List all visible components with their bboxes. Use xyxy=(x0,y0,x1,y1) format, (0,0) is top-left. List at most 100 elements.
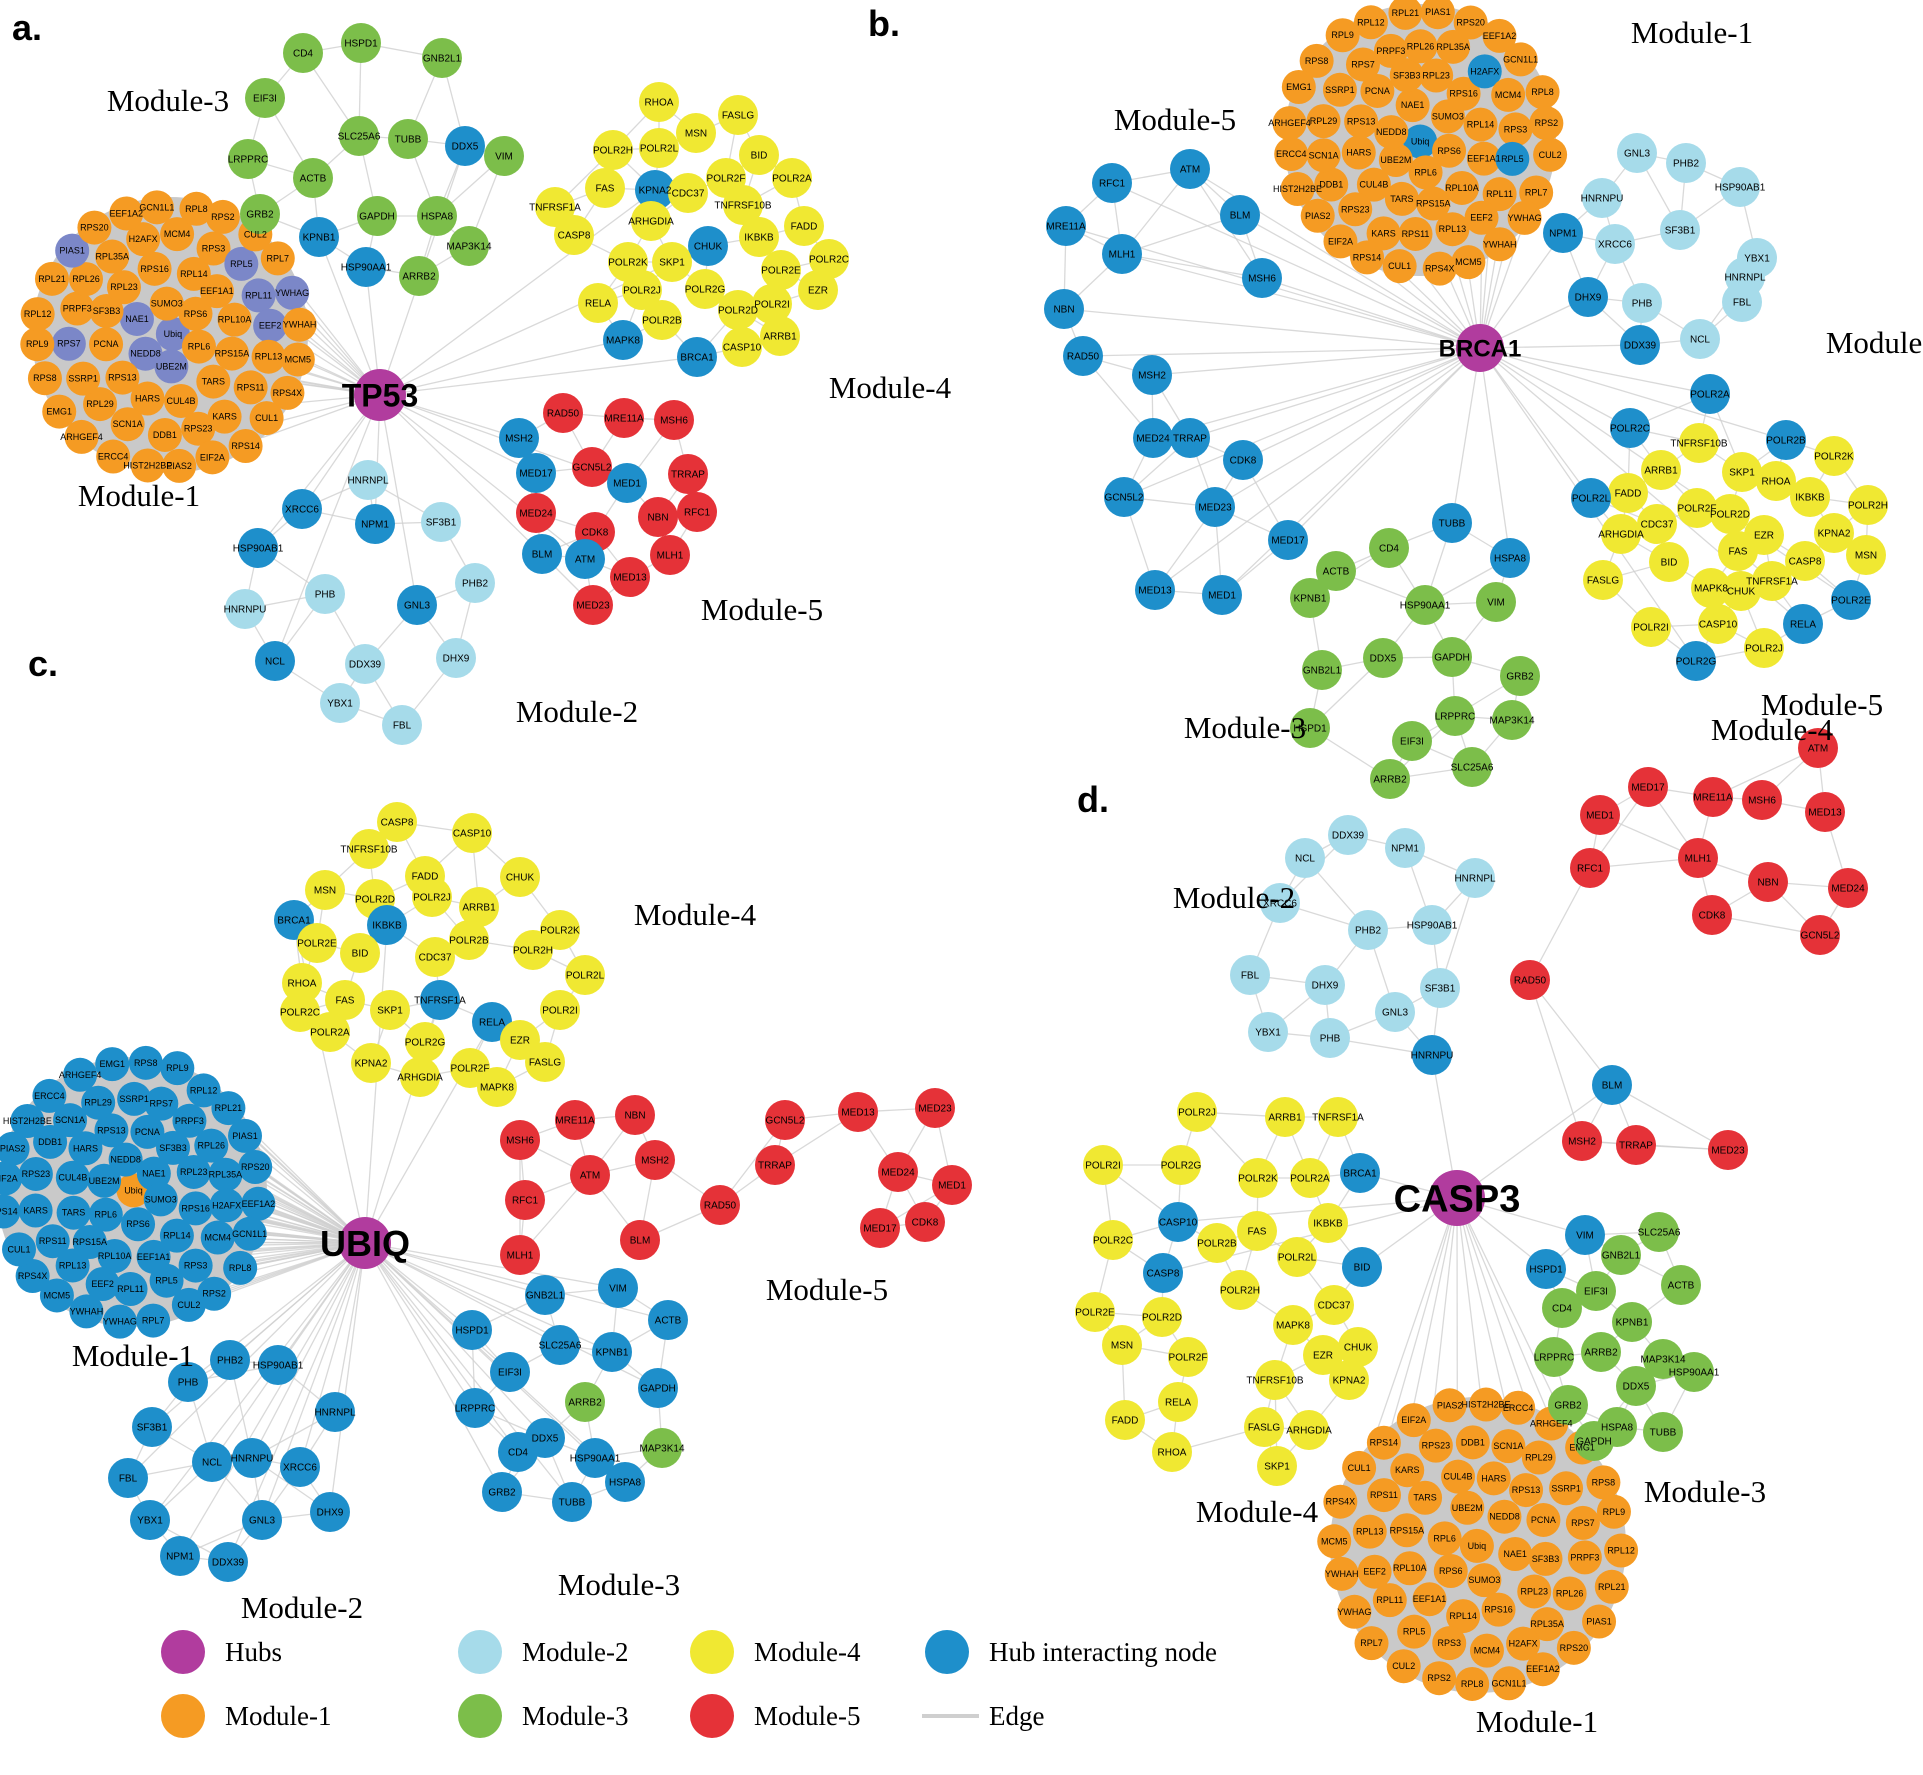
node-label-ACTB: ACTB xyxy=(300,174,327,185)
node-label-TNFRSF1A: TNFRSF1A xyxy=(529,203,581,214)
node-label-CHUK: CHUK xyxy=(506,873,535,884)
node-label-PHB2: PHB2 xyxy=(217,1356,244,1367)
node-POLR2E xyxy=(297,923,337,963)
node-EMG1 xyxy=(1281,69,1316,104)
node-CHUK xyxy=(500,857,540,897)
node-GNL3 xyxy=(1617,133,1657,173)
node-RPL23 xyxy=(1517,1574,1552,1609)
node-RPS2 xyxy=(205,199,240,234)
node-DDX39 xyxy=(208,1542,248,1582)
node-label-EIF2A: EIF2A xyxy=(1401,1415,1426,1425)
node-label-HNRNPL: HNRNPL xyxy=(347,476,389,487)
node-CDC37 xyxy=(1637,504,1677,544)
node-POLR2H xyxy=(1848,485,1888,525)
node-MED13 xyxy=(1135,570,1175,610)
node-label-POLR2B: POLR2B xyxy=(1766,436,1806,447)
node-MED17 xyxy=(1268,520,1308,560)
node-label-CD4: CD4 xyxy=(508,1448,528,1459)
node-RPL6 xyxy=(1408,155,1443,190)
module-label-b-Module-2: Module-2 xyxy=(1826,325,1923,360)
node-Ubiq xyxy=(1403,124,1438,159)
node-label-RPL9: RPL9 xyxy=(166,1063,189,1073)
node-label-Ubiq: Ubiq xyxy=(1411,137,1430,147)
node-CUL1 xyxy=(1382,249,1417,284)
node-SF3B1 xyxy=(132,1407,172,1447)
node-MED24 xyxy=(878,1152,918,1192)
node-label-NAE1: NAE1 xyxy=(1503,1549,1527,1559)
node-RPS8 xyxy=(1586,1465,1621,1500)
node-label-layer: CD4 HSPD1 GNB2L1 EIF3I SLC25A6 TUBB DDX5 VIM LRP… xyxy=(119,39,1888,1569)
node-CUL1 xyxy=(1342,1450,1377,1485)
node-MED24 xyxy=(516,493,556,533)
node-label-SF3B3: SF3B3 xyxy=(1393,70,1421,80)
node-HSPA8 xyxy=(1490,538,1530,578)
node-label-GAPDH: GAPDH xyxy=(640,1384,676,1395)
node-POLR2J xyxy=(1744,628,1784,668)
node-label-Ubiq: Ubiq xyxy=(164,329,183,339)
node-RPL26 xyxy=(1403,29,1438,64)
node-EIF2A xyxy=(1323,224,1358,259)
node-label-RPL23: RPL23 xyxy=(110,282,138,292)
node-label-SF3B1: SF3B1 xyxy=(1425,984,1456,995)
node-label-RPS3: RPS3 xyxy=(1504,124,1528,134)
module-label-a-Module-2: Module-2 xyxy=(516,694,638,729)
edge xyxy=(1456,1084,1613,1199)
legend-swatch-Module-3 xyxy=(458,1694,502,1738)
node-MCM4 xyxy=(200,1220,235,1255)
node-RPL35A xyxy=(1530,1607,1565,1642)
node-label-PHB: PHB xyxy=(178,1378,199,1389)
node-label-MRE11A: MRE11A xyxy=(1693,793,1733,804)
node-RPS8 xyxy=(1299,43,1334,78)
node-KARS xyxy=(207,399,242,434)
node-YWHAH xyxy=(1324,1556,1359,1591)
node-SLC25A6 xyxy=(1639,1212,1679,1252)
node-PHB2 xyxy=(455,563,495,603)
node-label-PIAS1: PIAS1 xyxy=(1425,7,1451,17)
node-label-FASLG: FASLG xyxy=(1587,576,1619,587)
node-label-MCM4: MCM4 xyxy=(1495,90,1522,100)
node-POLR2B xyxy=(449,920,489,960)
node-CUL2 xyxy=(1533,137,1568,172)
node-label-DHX9: DHX9 xyxy=(317,1508,344,1519)
node-TNFRSF10B xyxy=(349,829,389,869)
edge xyxy=(1479,347,1787,441)
node-ARHGEF4 xyxy=(1272,106,1307,141)
node-MRE11A xyxy=(604,398,644,438)
node-label-MED13: MED13 xyxy=(613,573,647,584)
node-MED1 xyxy=(1202,575,1242,615)
node-label-MED17: MED17 xyxy=(1271,536,1305,547)
node-RPL12 xyxy=(1353,5,1388,40)
module-label-d-Module-3: Module-3 xyxy=(1644,1474,1766,1509)
node-GCN5L2 xyxy=(572,447,612,487)
node-label-TNFRSF1A: TNFRSF1A xyxy=(1746,577,1798,588)
node-CASP8 xyxy=(1785,541,1825,581)
node-label-CUL1: CUL1 xyxy=(1388,261,1411,271)
node-label-RPL6: RPL6 xyxy=(1433,1533,1456,1543)
node-label-EEF1A1: EEF1A1 xyxy=(200,286,234,296)
node-RPL26 xyxy=(194,1128,229,1163)
node-KPNB1 xyxy=(1290,578,1330,618)
node-label-CUL4B: CUL4B xyxy=(58,1173,87,1183)
node-label-MSH2: MSH2 xyxy=(641,1156,669,1167)
node-label-RPL35A: RPL35A xyxy=(95,252,129,262)
node-NAE1 xyxy=(136,1156,171,1191)
node-RFC1 xyxy=(1570,848,1610,888)
node-UBE2M xyxy=(154,349,189,384)
node-FBL xyxy=(382,705,422,745)
node-CUL1 xyxy=(249,401,284,436)
node-IKBKB xyxy=(739,217,779,257)
node-TNFRSF10B xyxy=(1255,1360,1295,1400)
node-RPS2 xyxy=(197,1276,232,1311)
node-SF3B1 xyxy=(1420,968,1460,1008)
edge xyxy=(1456,1197,1570,1429)
node-label-POLR2I: POLR2I xyxy=(754,300,790,311)
edge xyxy=(364,1242,573,1503)
node-label-DDB1: DDB1 xyxy=(38,1137,62,1147)
node-label-ATM: ATM xyxy=(1808,744,1828,755)
node-MSH6 xyxy=(654,400,694,440)
node-label-MED24: MED24 xyxy=(1136,434,1170,445)
node-label-DHX9: DHX9 xyxy=(1575,293,1602,304)
node-label-RPL10A: RPL10A xyxy=(218,315,252,325)
